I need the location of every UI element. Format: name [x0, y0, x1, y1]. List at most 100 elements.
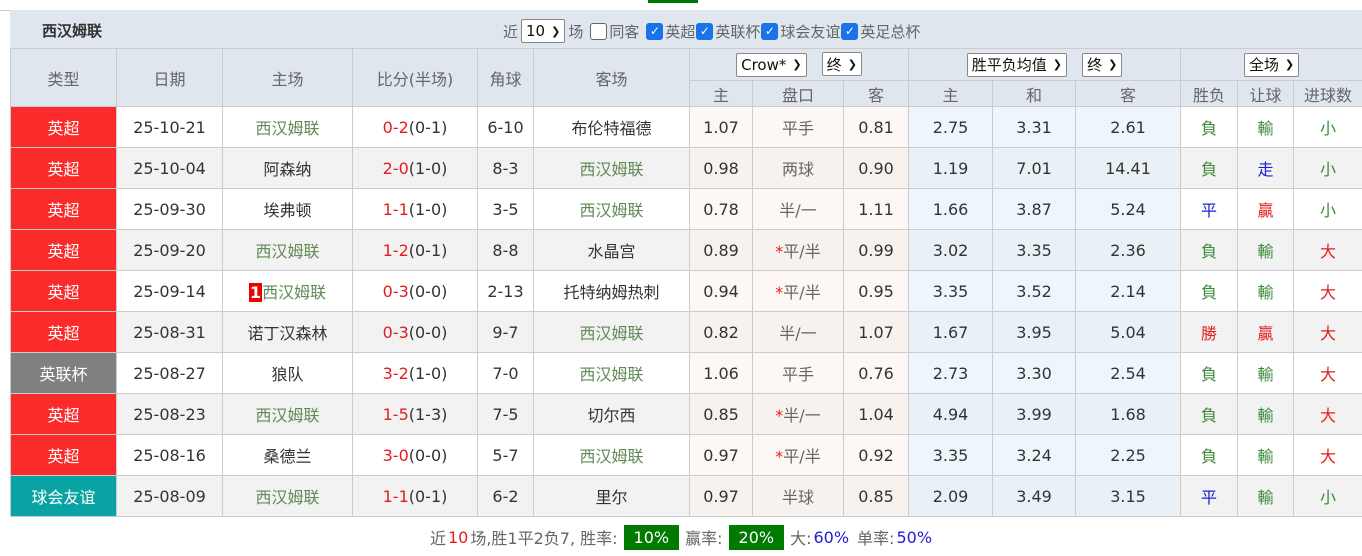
half-time-score: (0-0) — [408, 445, 448, 465]
over-rate: 60% — [813, 527, 850, 547]
summary-text: 单率: — [857, 529, 895, 548]
half-time-score: (0-1) — [408, 117, 448, 137]
company-select[interactable]: Crow* ❯ — [736, 52, 807, 77]
checkbox[interactable]: ✓ — [761, 22, 779, 40]
away-team[interactable]: 布伦特福德 — [533, 106, 690, 148]
home-team[interactable]: 西汉姆联 — [222, 106, 353, 148]
score[interactable]: 1-1(1-0) — [352, 188, 478, 230]
col-away: 客场 — [533, 48, 690, 107]
away-team[interactable]: 西汉姆联 — [533, 188, 690, 230]
europe-win-odds: 4.94 — [908, 393, 994, 435]
asian-home-odds: 0.97 — [689, 475, 753, 517]
table-row: 英超 25-09-14 1西汉姆联 0-3(0-0) 2-13 托特纳姆热刺 0… — [10, 270, 1362, 312]
odds-time-select[interactable]: 终 ❯ — [821, 52, 862, 77]
handicap-result: 輸 — [1237, 352, 1295, 394]
europe-draw-odds: 3.31 — [992, 106, 1077, 148]
handicap-line: *半/一 — [752, 393, 844, 435]
away-team[interactable]: 切尔西 — [533, 393, 690, 435]
filter-checkbox-item[interactable]: 同客 — [590, 21, 645, 42]
europe-loss-odds: 2.54 — [1075, 352, 1182, 394]
home-team[interactable]: 埃弗顿 — [222, 188, 353, 230]
home-team[interactable]: 西汉姆联 — [222, 229, 353, 271]
filter-checkbox-item[interactable]: ✓ 英联杯 — [696, 21, 760, 42]
summary-text: 赢率: — [685, 529, 723, 548]
league-badge[interactable]: 英超 — [10, 393, 117, 435]
league-badge[interactable]: 英超 — [10, 434, 117, 476]
cover-rate-badge: 20% — [728, 524, 785, 550]
score[interactable]: 1-5(1-3) — [352, 393, 478, 435]
score[interactable]: 3-0(0-0) — [352, 434, 478, 476]
checkbox[interactable]: ✓ — [696, 22, 714, 40]
league-badge[interactable]: 英超 — [10, 229, 117, 271]
match-date: 25-10-21 — [116, 106, 223, 148]
home-team[interactable]: 狼队 — [222, 352, 353, 394]
result: 平 — [1180, 188, 1239, 230]
league-badge[interactable]: 英超 — [10, 188, 117, 230]
away-team[interactable]: 西汉姆联 — [533, 147, 690, 189]
asian-away-odds: 0.76 — [842, 352, 910, 394]
asian-home-odds: 1.07 — [689, 106, 753, 148]
europe-loss-odds: 1.68 — [1075, 393, 1182, 435]
league-badge[interactable]: 英超 — [10, 106, 117, 148]
home-team-name: 诺丁汉森林 — [247, 324, 328, 343]
filters: 近 10 ❯ 场 同客 ✓ 英超 ✓ 英联杯 ✓ 球会友谊 ✓ 英足总杯 — [503, 19, 920, 43]
corners: 3-5 — [477, 188, 534, 230]
away-team[interactable]: 里尔 — [533, 475, 690, 517]
europe-time-select[interactable]: 终 ❯ — [1082, 52, 1123, 77]
asian-away-odds: 1.04 — [842, 393, 910, 435]
handicap-line: 半/一 — [752, 188, 844, 230]
asian-away-odds: 0.95 — [842, 270, 910, 312]
corners: 8-8 — [477, 229, 534, 271]
score[interactable]: 0-3(0-0) — [352, 270, 478, 312]
home-team[interactable]: 西汉姆联 — [222, 393, 353, 435]
score[interactable]: 1-2(0-1) — [352, 229, 478, 271]
score[interactable]: 1-1(0-1) — [352, 475, 478, 517]
recent-matches-panel: 西汉姆联 近 10 ❯ 场 同客 ✓ 英超 ✓ 英联杯 ✓ 球会友谊 ✓ 英足总杯 类型 日期 主… — [10, 10, 1362, 517]
match-date: 25-08-09 — [116, 475, 223, 517]
europe-odds-select[interactable]: 胜平负均值 ❯ — [966, 52, 1067, 77]
match-count-select[interactable]: 10 ❯ — [521, 19, 566, 43]
result: 負 — [1180, 352, 1239, 394]
league-badge[interactable]: 英超 — [10, 311, 117, 353]
filter-checkbox-item[interactable]: ✓ 球会友谊 — [761, 21, 840, 42]
result: 負 — [1180, 393, 1239, 435]
home-team[interactable]: 诺丁汉森林 — [222, 311, 353, 353]
away-team[interactable]: 水晶宫 — [533, 229, 690, 271]
handicap-value: 平/半 — [783, 447, 821, 466]
subcol-header: 和 — [992, 80, 1077, 107]
filter-checkbox-item[interactable]: ✓ 英足总杯 — [841, 21, 920, 42]
filter-checkbox-item[interactable]: ✓ 英超 — [646, 21, 695, 42]
checkbox[interactable]: ✓ — [646, 22, 664, 40]
asian-odds-header: Crow* ❯ 终 ❯ — [688, 48, 910, 81]
half-time-score: (1-0) — [408, 363, 448, 383]
score[interactable]: 0-3(0-0) — [352, 311, 478, 353]
league-badge[interactable]: 英超 — [10, 270, 117, 312]
asian-away-odds: 1.07 — [842, 311, 910, 353]
europe-loss-odds: 2.36 — [1075, 229, 1182, 271]
europe-win-odds: 2.75 — [908, 106, 994, 148]
league-badge[interactable]: 英联杯 — [10, 352, 117, 394]
score[interactable]: 0-2(0-1) — [352, 106, 478, 148]
away-team[interactable]: 西汉姆联 — [533, 352, 690, 394]
checkbox[interactable] — [590, 22, 608, 40]
home-team[interactable]: 西汉姆联 — [222, 475, 353, 517]
half-time-score: (1-3) — [408, 404, 448, 424]
home-team[interactable]: 1西汉姆联 — [222, 270, 353, 312]
away-team[interactable]: 托特纳姆热刺 — [533, 270, 690, 312]
match-date: 25-09-20 — [116, 229, 223, 271]
period-select[interactable]: 全场 ❯ — [1243, 52, 1300, 77]
away-team[interactable]: 西汉姆联 — [533, 434, 690, 476]
home-team[interactable]: 阿森纳 — [222, 147, 353, 189]
asian-home-odds: 1.06 — [689, 352, 753, 394]
score[interactable]: 3-2(1-0) — [352, 352, 478, 394]
table-row: 英联杯 25-08-27 狼队 3-2(1-0) 7-0 西汉姆联 1.06 平… — [10, 352, 1362, 394]
result-header: 全场 ❯ — [1180, 48, 1362, 81]
league-badge[interactable]: 球会友谊 — [10, 475, 117, 517]
asian-away-odds: 0.81 — [842, 106, 910, 148]
score[interactable]: 2-0(1-0) — [352, 147, 478, 189]
home-team[interactable]: 桑德兰 — [222, 434, 353, 476]
league-badge[interactable]: 英超 — [10, 147, 117, 189]
checkbox[interactable]: ✓ — [841, 22, 859, 40]
away-team[interactable]: 西汉姆联 — [533, 311, 690, 353]
match-date: 25-08-23 — [116, 393, 223, 435]
